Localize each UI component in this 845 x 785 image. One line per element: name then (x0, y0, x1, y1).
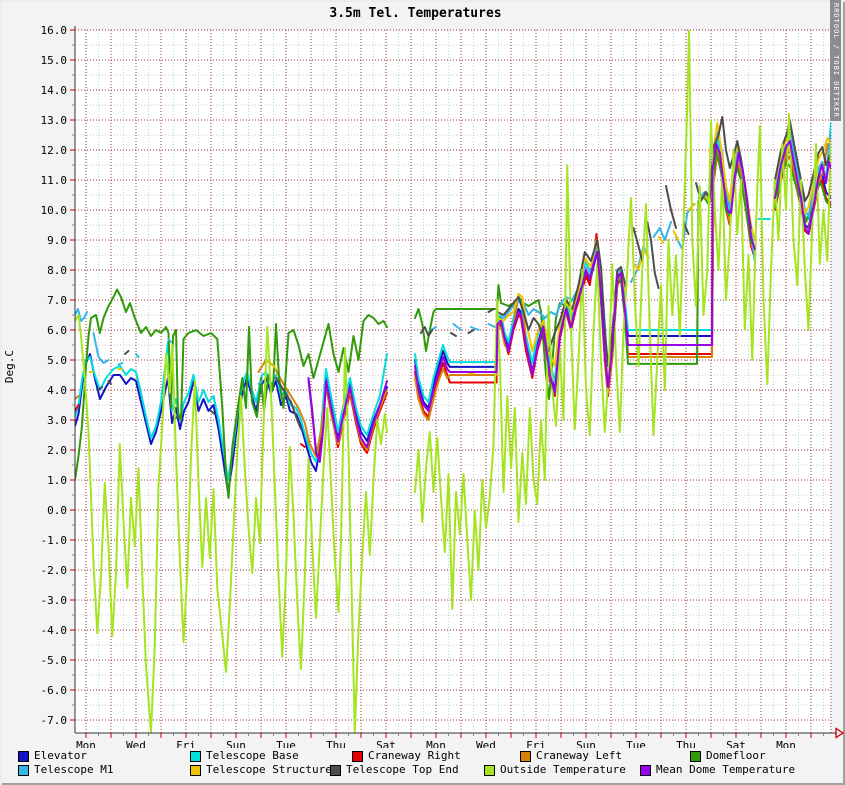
x-tick-label: Mon (426, 739, 446, 748)
legend-item-telescope-structure: Telescope Structure (190, 764, 332, 776)
legend-swatch (640, 764, 651, 776)
y-tick-label: 9.0 (47, 234, 67, 247)
legend-label: Craneway Left (536, 749, 623, 762)
legend-swatch (18, 764, 29, 776)
x-tick-labels: Mon Wed Fri Sun Tue Thu Sat Mon Wed Fri Sun Tue Thu S… (76, 739, 796, 748)
y-tick-label: -2.0 (41, 564, 68, 577)
legend-item-telescope-base: Telescope Base (190, 750, 299, 762)
legend-label: Elevator (34, 749, 87, 762)
y-tick-label: 6.0 (47, 324, 67, 337)
legend-item-elevator: Elevator (18, 750, 87, 762)
series-outside-temperature (75, 30, 831, 733)
legend-label: Outside Temperature (500, 763, 626, 776)
y-tick-label: 11.0 (41, 174, 68, 187)
y-tick-label: -1.0 (41, 534, 68, 547)
legend-item-craneway-left: Craneway Left (520, 750, 622, 762)
x-tick-label: Thu (326, 739, 346, 748)
legend-label: Mean Dome Temperature (656, 763, 796, 776)
plot-area: 16.0 15.0 14.0 13.0 12.0 11.0 10.0 9.0 8.0 7.0 6.0… (41, 24, 845, 748)
x-tick-label: Tue (626, 739, 646, 748)
y-tick-label: 7.0 (47, 294, 67, 307)
x-tick-label: Thu (676, 739, 696, 748)
series-lines (75, 30, 831, 733)
y-tick-label: 5.0 (47, 354, 67, 367)
ticks (70, 29, 824, 738)
x-tick-label: Fri (526, 739, 546, 748)
y-tick-label: 8.0 (47, 264, 67, 277)
x-tick-label: Wed (126, 739, 146, 748)
legend-swatch (190, 764, 201, 776)
legend-item-craneway-right: Craneway Right (352, 750, 461, 762)
legend-item-mean-dome-temperature: Mean Dome Temperature (640, 764, 795, 776)
series-mean-dome-temperature (307, 140, 831, 463)
legend-label: Telescope Structure (206, 763, 332, 776)
legend-swatch (18, 750, 29, 762)
y-tick-label: 15.0 (41, 54, 68, 67)
chart-title: 3.5m Tel. Temperatures (329, 6, 502, 21)
legend-swatch (520, 750, 531, 762)
x-tick-label: Fri (176, 739, 196, 748)
legend-swatch (330, 764, 341, 776)
x-tick-label: Sun (576, 739, 596, 748)
y-tick-label: 16.0 (41, 24, 68, 37)
series-telescope-m1 (75, 128, 831, 385)
legend-swatch (690, 750, 701, 762)
x-axis-arrow-icon (835, 727, 845, 739)
rrdtool-watermark: RRDTOOL / TOBI OETIKER (830, 0, 841, 121)
legend-swatch (190, 750, 201, 762)
legend-swatch (484, 764, 495, 776)
y-tick-label: -5.0 (41, 654, 68, 667)
y-tick-label: 13.0 (41, 114, 68, 127)
y-tick-label: 10.0 (41, 204, 68, 217)
y-tick-label: -6.0 (41, 684, 68, 697)
legend-label: Domefloor (706, 749, 766, 762)
legend: Elevator Telescope Base Craneway Right Cran… (0, 748, 845, 780)
x-tick-label: Sun (226, 739, 246, 748)
y-tick-label: -3.0 (41, 594, 68, 607)
legend-item-telescope-m1: Telescope M1 (18, 764, 113, 776)
y-tick-label: 0.0 (47, 504, 67, 517)
y-tick-label: 2.0 (47, 444, 67, 457)
legend-item-outside-temperature: Outside Temperature (484, 764, 626, 776)
y-tick-label: 1.0 (47, 474, 67, 487)
y-tick-label: 4.0 (47, 384, 67, 397)
y-tick-label: 12.0 (41, 144, 68, 157)
x-tick-label: Sat (376, 739, 396, 748)
legend-item-domefloor: Domefloor (690, 750, 766, 762)
y-tick-labels: 16.0 15.0 14.0 13.0 12.0 11.0 10.0 9.0 8.0 7.0 6.0… (41, 24, 68, 727)
y-tick-label: -4.0 (41, 624, 68, 637)
x-tick-label: Sat (726, 739, 746, 748)
y-tick-label: 14.0 (41, 84, 68, 97)
legend-swatch (352, 750, 363, 762)
legend-label: Telescope Base (206, 749, 299, 762)
y-tick-label: 3.0 (47, 414, 67, 427)
legend-label: Craneway Right (368, 749, 461, 762)
legend-label: Telescope M1 (34, 763, 114, 776)
legend-label: Telescope Top End (346, 763, 459, 776)
x-tick-label: Tue (276, 739, 296, 748)
legend-item-telescope-top-end: Telescope Top End (330, 764, 459, 776)
x-tick-label: Wed (476, 739, 496, 748)
x-tick-label: Mon (776, 739, 796, 748)
y-tick-label: -7.0 (41, 714, 68, 727)
x-tick-label: Mon (76, 739, 96, 748)
